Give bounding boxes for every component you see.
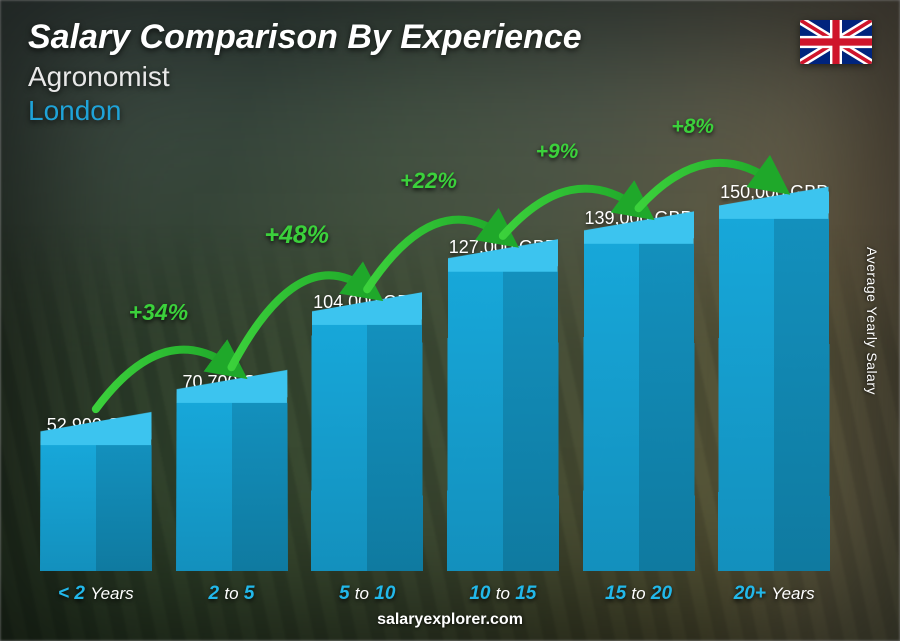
category-label: < 2 Years <box>58 583 134 605</box>
chart-title: Salary Comparison By Experience <box>28 18 582 57</box>
growth-arc <box>232 275 368 367</box>
category-label: 2 to 5 <box>209 583 255 605</box>
chart-subtitle: Agronomist <box>28 61 582 93</box>
y-axis-label: Average Yearly Salary <box>862 200 882 441</box>
growth-arc <box>367 220 503 290</box>
footer-attribution: salaryexplorer.com <box>0 611 900 629</box>
growth-arc <box>96 350 232 410</box>
growth-arc <box>503 189 639 236</box>
growth-arc <box>639 163 775 208</box>
category-label: 5 to 10 <box>339 583 395 605</box>
category-label: 10 to 15 <box>469 583 536 605</box>
uk-flag-icon <box>800 20 872 64</box>
category-label: 20+ Years <box>734 583 815 605</box>
bar-chart: 52,900 GBP< 2 Years70,700 GBP2 to 5104,0… <box>40 101 830 571</box>
category-label: 15 to 20 <box>605 583 672 605</box>
growth-arcs <box>40 101 830 571</box>
